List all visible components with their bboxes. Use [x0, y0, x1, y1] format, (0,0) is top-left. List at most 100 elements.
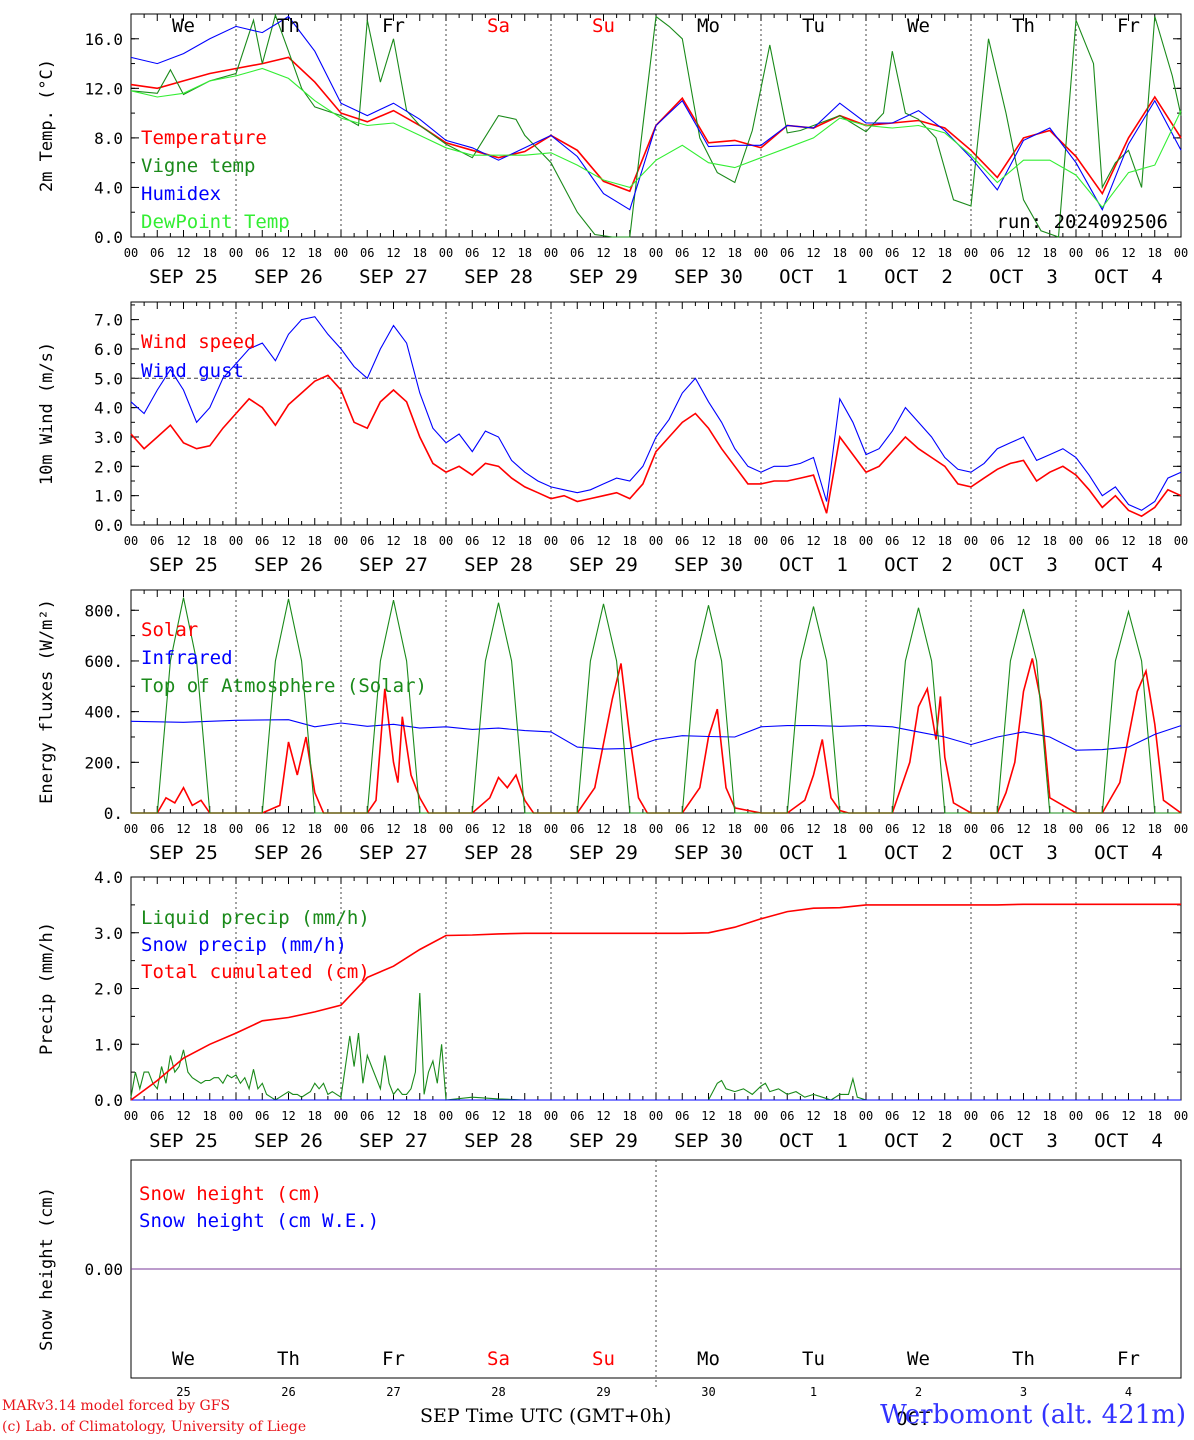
x-axis-title: SEP Time UTC (GMT+0h)	[420, 1405, 671, 1427]
x-hour-label: 12	[911, 534, 925, 548]
series-infrared	[130, 719, 1182, 751]
day-number-label: 30	[701, 1385, 715, 1399]
x-day-label: SEP 25	[149, 842, 218, 864]
x-day-label: SEP 26	[254, 842, 323, 864]
series-wind-gust	[130, 316, 1182, 511]
x-hour-label: 06	[885, 534, 899, 548]
x-hour-label: 18	[1043, 246, 1057, 260]
weekday-label: Th	[1012, 1348, 1035, 1370]
x-day-label: OCT 1	[779, 554, 848, 576]
x-hour-label: 12	[911, 246, 925, 260]
x-day-label: SEP 26	[254, 1130, 323, 1152]
weekday-label: Mo	[697, 1348, 720, 1370]
y-tick-label: 8.0	[94, 129, 123, 148]
x-hour-label: 12	[1016, 822, 1030, 836]
x-hour-label: 06	[990, 246, 1004, 260]
x-hour-label: 12	[1016, 246, 1030, 260]
x-hour-label: 18	[623, 1109, 637, 1123]
x-hour-label: 12	[1121, 822, 1135, 836]
x-hour-label: 00	[649, 1109, 663, 1123]
x-hour-label: 00	[754, 534, 768, 548]
x-hour-label: 18	[518, 1109, 532, 1123]
x-hour-label: 18	[518, 822, 532, 836]
x-day-label: SEP 26	[254, 554, 323, 576]
x-hour-label: 18	[1043, 1109, 1057, 1123]
x-day-label: SEP 25	[149, 1130, 218, 1152]
x-hour-label: 18	[308, 1109, 322, 1123]
panel-4: 00 06 12 18 SEP 25 00 06 12 18 SEP 26 00 06 12 18 SEP …	[37, 868, 1188, 1152]
y-tick-label: 600.	[84, 652, 123, 671]
x-hour-label: 18	[623, 534, 637, 548]
x-hour-label: 06	[990, 534, 1004, 548]
legend-entry: Temperature	[141, 127, 267, 149]
x-day-label: OCT 2	[884, 554, 953, 576]
y-tick-label: 7.0	[94, 311, 123, 330]
legend-entry: Humidex	[141, 183, 221, 205]
y-axis-title: Snow height (cm)	[37, 1187, 57, 1351]
x-hour-label: 18	[1148, 246, 1162, 260]
x-hour-label: 06	[570, 534, 584, 548]
x-hour-label: 18	[938, 246, 952, 260]
x-hour-label: 12	[701, 822, 715, 836]
x-hour-label: 12	[806, 1109, 820, 1123]
x-hour-label: 06	[150, 246, 164, 260]
legend-entry: Solar	[141, 619, 198, 641]
x-hour-label: 18	[833, 1109, 847, 1123]
y-axis-title: 2m Temp. (°C)	[37, 59, 57, 192]
x-hour-label: 18	[938, 534, 952, 548]
day-number-label: 2	[915, 1385, 922, 1399]
x-day-label: OCT 4	[1094, 266, 1163, 288]
x-hour-label: 18	[413, 246, 427, 260]
x-hour-label: 00	[859, 246, 873, 260]
weekday-label: We	[172, 1348, 195, 1370]
x-hour-label: 06	[465, 1109, 479, 1123]
x-hour-label: 12	[281, 1109, 295, 1123]
x-hour-label: 00	[859, 534, 873, 548]
x-axis-label: Time UTC (GMT+0h)	[465, 1405, 672, 1427]
y-tick-label: 4.0	[94, 178, 123, 197]
x-hour-label: 06	[1095, 1109, 1109, 1123]
x-hour-label: 06	[570, 822, 584, 836]
x-day-label: SEP 25	[149, 266, 218, 288]
x-hour-label: 12	[911, 1109, 925, 1123]
x-day-label: SEP 30	[674, 842, 743, 864]
x-hour-label: 00	[1069, 1109, 1083, 1123]
x-hour-label: 06	[360, 534, 374, 548]
series-vigne-temp	[130, 13, 1182, 238]
x-hour-label: 12	[176, 246, 190, 260]
day-number-label: 4	[1125, 1385, 1132, 1399]
x-hour-label: 00	[859, 1109, 873, 1123]
x-day-label: SEP 25	[149, 554, 218, 576]
x-day-label: SEP 27	[359, 266, 428, 288]
x-day-label: SEP 26	[254, 266, 323, 288]
x-hour-label: 18	[623, 246, 637, 260]
y-tick-label: 2.0	[94, 980, 123, 999]
y-tick-label: 0.	[104, 804, 123, 823]
weekday-label: Fr	[382, 15, 405, 37]
weekday-label: We	[907, 1348, 930, 1370]
x-hour-label: 12	[281, 822, 295, 836]
x-hour-label: 18	[518, 246, 532, 260]
x-hour-label: 00	[1069, 822, 1083, 836]
weekday-label: Th	[277, 1348, 300, 1370]
x-hour-label: 18	[1148, 1109, 1162, 1123]
series-humidex	[130, 15, 1182, 211]
x-hour-label: 00	[649, 822, 663, 836]
x-hour-label: 00	[754, 822, 768, 836]
x-hour-label: 12	[806, 822, 820, 836]
x-hour-label: 12	[701, 246, 715, 260]
x-day-label: OCT 1	[779, 266, 848, 288]
x-hour-label: 00	[544, 822, 558, 836]
legend-entry: Liquid precip (mm/h)	[141, 907, 370, 929]
x-hour-label: 12	[386, 534, 400, 548]
y-tick-label: 3.0	[94, 924, 123, 943]
x-hour-label: 00	[1069, 534, 1083, 548]
weekday-label: Th	[277, 15, 300, 37]
x-hour-label: 12	[1121, 1109, 1135, 1123]
x-hour-label: 00	[334, 534, 348, 548]
x-hour-label: 12	[701, 1109, 715, 1123]
series-wind-speed	[130, 374, 1182, 518]
x-hour-label: 06	[465, 246, 479, 260]
weekday-label: Sa	[487, 1348, 510, 1370]
x-hour-label: 12	[1121, 246, 1135, 260]
